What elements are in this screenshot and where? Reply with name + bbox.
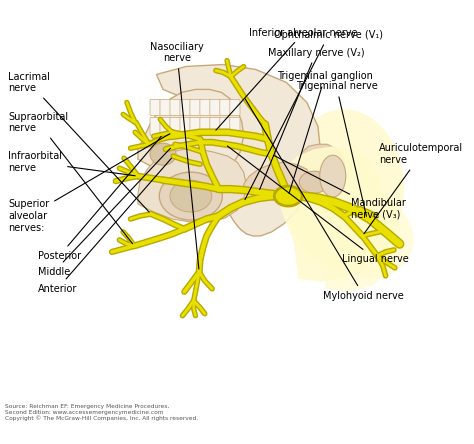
Text: Ophthalmic nerve (V₁): Ophthalmic nerve (V₁): [245, 30, 383, 200]
FancyBboxPatch shape: [220, 117, 231, 135]
Ellipse shape: [283, 109, 404, 269]
Ellipse shape: [274, 186, 302, 206]
FancyBboxPatch shape: [170, 117, 181, 135]
Text: Source: Reichman EF: Emergency Medicine Procedures,
Second Edition: www.accessem: Source: Reichman EF: Emergency Medicine …: [5, 404, 199, 421]
Text: Maxillary nerve (V₂): Maxillary nerve (V₂): [260, 48, 365, 190]
FancyBboxPatch shape: [180, 99, 191, 115]
Ellipse shape: [320, 155, 346, 197]
FancyBboxPatch shape: [200, 99, 211, 115]
FancyBboxPatch shape: [210, 99, 221, 115]
Ellipse shape: [300, 171, 329, 193]
Text: Supraorbital
nerve: Supraorbital nerve: [8, 111, 133, 244]
Ellipse shape: [150, 143, 176, 165]
Text: Middle: Middle: [38, 148, 170, 277]
Polygon shape: [300, 144, 346, 199]
Text: Anterior: Anterior: [38, 159, 172, 294]
FancyBboxPatch shape: [160, 99, 171, 115]
FancyBboxPatch shape: [190, 117, 201, 135]
Text: Mylohyoid nerve: Mylohyoid nerve: [245, 99, 404, 301]
Polygon shape: [156, 64, 321, 236]
Text: Superior
alveolar
nerves:: Superior alveolar nerves:: [8, 134, 170, 233]
FancyBboxPatch shape: [220, 99, 231, 115]
FancyBboxPatch shape: [230, 117, 240, 135]
FancyBboxPatch shape: [230, 99, 240, 115]
Polygon shape: [244, 162, 311, 200]
Text: Trigeminal nerve: Trigeminal nerve: [296, 81, 377, 216]
FancyBboxPatch shape: [150, 99, 160, 115]
FancyBboxPatch shape: [170, 99, 181, 115]
Polygon shape: [138, 149, 246, 222]
Text: Lacrimal
nerve: Lacrimal nerve: [8, 71, 149, 212]
FancyBboxPatch shape: [180, 117, 191, 135]
Ellipse shape: [170, 180, 212, 212]
FancyBboxPatch shape: [200, 117, 211, 135]
FancyBboxPatch shape: [190, 99, 201, 115]
Ellipse shape: [330, 199, 413, 279]
Polygon shape: [279, 146, 386, 282]
FancyBboxPatch shape: [150, 117, 160, 135]
Ellipse shape: [159, 172, 222, 220]
FancyBboxPatch shape: [210, 117, 221, 135]
Text: Trigeminal ganglion: Trigeminal ganglion: [277, 71, 373, 194]
Text: Lingual nerve: Lingual nerve: [228, 146, 409, 264]
Text: Mandibular
nerve (V₃): Mandibular nerve (V₃): [274, 155, 406, 220]
Text: Infraorbital
nerve: Infraorbital nerve: [8, 151, 135, 176]
Text: Inferior alveolar nerve: Inferior alveolar nerve: [216, 28, 358, 130]
Text: Posterior: Posterior: [38, 136, 161, 261]
FancyBboxPatch shape: [160, 117, 171, 135]
Text: Nasociliary
nerve: Nasociliary nerve: [150, 42, 204, 269]
Polygon shape: [138, 89, 244, 176]
Text: Auriculotemporal
nerve: Auriculotemporal nerve: [364, 143, 463, 234]
Polygon shape: [311, 174, 400, 292]
